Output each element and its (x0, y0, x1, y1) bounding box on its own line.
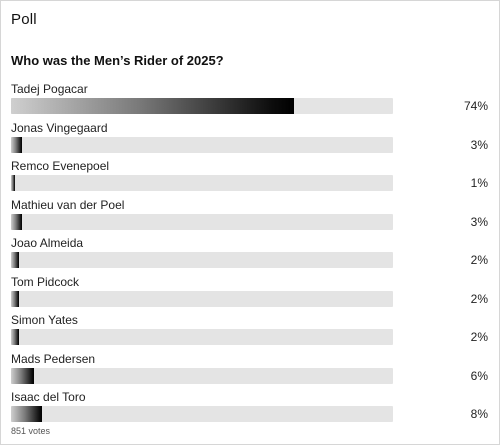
result-bar-fill (11, 406, 42, 422)
result-bar-fill (11, 98, 294, 114)
result-bar-track (11, 329, 393, 345)
poll-option-evenepoel[interactable]: Remco Evenepoel 1% (11, 158, 493, 197)
result-bar-fill (11, 329, 19, 345)
poll-option-yates[interactable]: Simon Yates 2% (11, 312, 493, 351)
option-percent: 3% (470, 137, 488, 152)
option-label: Mathieu van der Poel (11, 197, 125, 212)
option-label: Jonas Vingegaard (11, 120, 108, 135)
poll-option-pidcock[interactable]: Tom Pidcock 2% (11, 274, 493, 313)
option-percent: 3% (470, 214, 488, 229)
result-bar-track (11, 213, 393, 230)
poll-option-vingegaard[interactable]: Jonas Vingegaard 3% (11, 120, 493, 159)
result-bar-track (11, 367, 393, 384)
option-percent: 1% (470, 176, 488, 190)
poll-option-pogacar[interactable]: Tadej Pogacar 74% (11, 81, 493, 120)
result-bar-fill (11, 367, 34, 384)
option-label: Joao Almeida (11, 236, 84, 250)
result-bar-track (11, 175, 393, 191)
result-bar-fill (11, 136, 23, 153)
poll-option-pedersen[interactable]: Mads Pedersen 6% (11, 351, 493, 390)
result-bar-track (11, 406, 393, 422)
option-label: Tadej Pogacar (11, 82, 88, 96)
result-bar-track (11, 136, 393, 153)
option-label: Remco Evenepoel (11, 159, 110, 173)
option-percent: 74% (463, 99, 488, 113)
option-percent: 2% (470, 291, 488, 306)
poll-question: Who was the Men’s Rider of 2025? (11, 53, 224, 68)
option-percent: 2% (470, 330, 488, 344)
poll-header: Poll (11, 11, 37, 28)
result-bar-track (11, 290, 393, 307)
option-percent: 6% (470, 368, 488, 383)
result-bar-track (11, 252, 393, 268)
vote-count: 851 votes (11, 426, 51, 436)
result-bar-track (11, 98, 393, 114)
result-bar-fill (11, 290, 19, 307)
poll-option-almeida[interactable]: Joao Almeida 2% (11, 235, 493, 274)
option-label: Tom Pidcock (11, 274, 80, 289)
result-bar-fill (11, 213, 23, 230)
poll-options: Tadej Pogacar 74% Jonas Vingegaard 3% Re… (11, 81, 493, 428)
option-label: Isaac del Toro (11, 390, 86, 404)
option-label: Mads Pedersen (11, 351, 96, 366)
option-percent: 2% (470, 253, 488, 267)
result-bar-fill (11, 252, 19, 268)
poll-option-del-toro[interactable]: Isaac del Toro 8% (11, 389, 493, 428)
poll-option-van-der-poel[interactable]: Mathieu van der Poel 3% (11, 197, 493, 236)
option-label: Simon Yates (11, 313, 78, 327)
result-bar-fill (11, 175, 15, 191)
option-percent: 8% (470, 407, 488, 421)
